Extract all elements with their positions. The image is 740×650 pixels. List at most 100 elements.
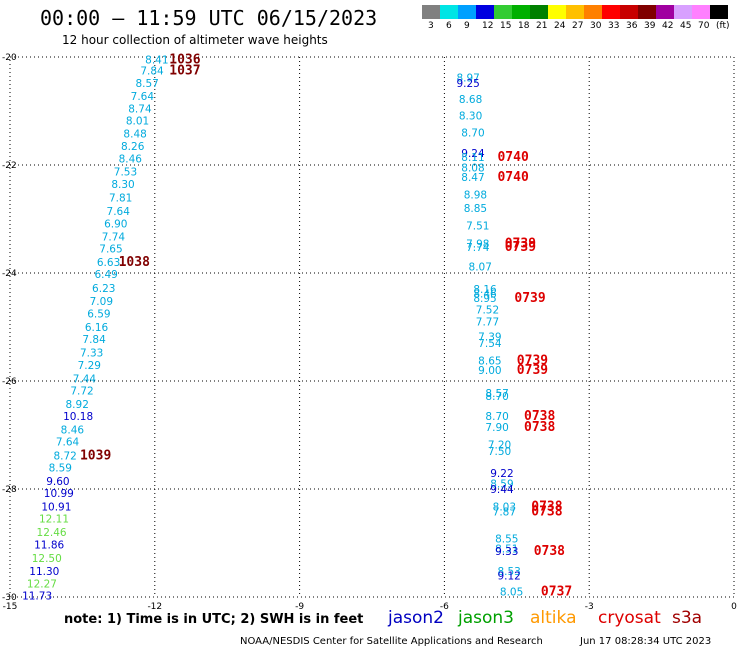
- chart-subtitle: 12 hour collection of altimeter wave hei…: [62, 33, 328, 47]
- x-tick-label: -12: [147, 602, 162, 612]
- wave-height-plot: -15 -12 -9 -6 -3 0-20-22-24-26-28-30 8.417.84…: [2, 53, 737, 612]
- color-swatch: [656, 5, 674, 19]
- y-tick-label: -24: [2, 269, 17, 279]
- wave-height-label: 8.98: [464, 190, 487, 202]
- color-scale-label: 18: [518, 21, 530, 31]
- color-swatch: [602, 5, 620, 19]
- wave-height-label: 8.72: [53, 451, 76, 463]
- wave-height-label: 8.59: [490, 479, 513, 491]
- wave-height-label: 7.53: [114, 166, 137, 178]
- color-scale-label: 36: [626, 21, 638, 31]
- y-tick-label: -26: [2, 377, 17, 387]
- time-label: 0738: [524, 420, 555, 435]
- wave-height-label: 8.55: [495, 534, 518, 546]
- legend-item-jason3: jason3: [458, 608, 514, 628]
- wave-height-label: 12.50: [32, 553, 62, 565]
- color-swatch: [674, 5, 692, 19]
- wave-height-label: 8.01: [126, 116, 149, 128]
- wave-height-label: 7.74: [466, 242, 490, 254]
- axes: [9, 56, 735, 598]
- wave-height-label: 8.57: [485, 388, 508, 400]
- wave-height-label: 8.92: [66, 399, 89, 411]
- wave-height-label: 8.08: [461, 163, 484, 175]
- wave-height-label: 10.91: [41, 501, 71, 513]
- plot-frame: [9, 56, 735, 598]
- wave-height-label: 9.24: [461, 148, 485, 160]
- wave-height-label: 11.30: [29, 566, 59, 578]
- note-text: note: 1) Time is in UTC; 2) SWH is in fe…: [64, 612, 364, 627]
- wave-height-label: 7.64: [56, 436, 80, 448]
- wave-height-label: 8.30: [459, 110, 482, 122]
- wave-height-label: 11.86: [34, 540, 64, 552]
- color-scale-label: (ft): [716, 21, 730, 31]
- grid-lines: [10, 57, 734, 597]
- wave-height-label: 12.27: [27, 579, 57, 591]
- color-scale-label: 70: [698, 21, 710, 31]
- wave-height-label: 8.70: [485, 411, 508, 423]
- time-label: 0738: [524, 409, 555, 424]
- chart-title: 00:00 – 11:59 UTC 06/15/2023: [40, 6, 378, 30]
- color-swatch: [458, 5, 476, 19]
- y-tick-label: -20: [2, 53, 17, 63]
- time-label: 0739: [505, 236, 536, 251]
- wave-height-label: 10.99: [44, 488, 74, 500]
- wave-height-label: 7.81: [109, 192, 132, 204]
- wave-height-label: 8.70: [461, 128, 484, 140]
- y-tick-label: -22: [2, 161, 17, 171]
- wave-height-label: 8.46: [119, 154, 143, 166]
- color-scale-label: 27: [572, 21, 584, 31]
- color-swatch: [584, 5, 602, 19]
- time-label: 0740: [497, 150, 528, 165]
- wave-height-label: 7.77: [476, 317, 499, 329]
- time-label: 1038: [119, 255, 150, 270]
- wave-height-label: 8.51: [495, 543, 518, 555]
- wave-height-label: 9.44: [490, 484, 514, 496]
- wave-height-label: 9.60: [46, 476, 69, 488]
- wave-height-label: 7.20: [488, 440, 511, 452]
- x-tick-label: -9: [295, 602, 304, 612]
- y-tick-label: -30: [2, 593, 17, 603]
- wave-height-label: 7.39: [478, 332, 501, 344]
- color-swatch: [566, 5, 584, 19]
- wave-height-label: 8.46: [473, 289, 497, 301]
- wave-height-label: 6.23: [92, 283, 115, 295]
- time-label: 1037: [169, 64, 200, 79]
- wave-height-label: 8.05: [500, 587, 523, 599]
- time-label: 0739: [514, 291, 545, 306]
- wave-height-label: 7.72: [70, 386, 93, 398]
- color-scale-label: 6: [446, 21, 452, 31]
- x-tick-label: -6: [440, 602, 449, 612]
- time-label: 1039: [80, 449, 111, 464]
- color-swatch: [548, 5, 566, 19]
- time-label: 0739: [517, 353, 548, 368]
- wave-height-label: 9.22: [490, 468, 513, 480]
- wave-height-label: 8.53: [497, 566, 520, 578]
- time-label: 0738: [531, 505, 562, 520]
- wave-height-label: 8.11: [461, 152, 484, 164]
- color-scale-label: 3: [428, 21, 434, 31]
- wave-height-label: 6.49: [94, 269, 117, 281]
- x-tick-label: -15: [3, 602, 18, 612]
- wave-height-label: 7.09: [90, 296, 113, 308]
- tick-labels: -15 -12 -9 -6 -3 0-20-22-24-26-28-30: [2, 53, 737, 612]
- wave-height-label: 7.52: [476, 305, 499, 317]
- color-swatch: [476, 5, 494, 19]
- wave-height-label: 10.18: [63, 411, 93, 423]
- color-swatch: [638, 5, 656, 19]
- wave-height-label: 9.12: [497, 570, 520, 582]
- wave-height-label: 7.74: [102, 231, 126, 243]
- wave-height-label: 8.47: [461, 172, 484, 184]
- color-swatch: [710, 5, 728, 19]
- wave-height-label: 7.64: [131, 91, 155, 103]
- color-scale-label: 15: [500, 21, 512, 31]
- color-scale-label: 21: [536, 21, 548, 31]
- wave-height-label: 8.41: [145, 55, 168, 67]
- wave-height-label: 8.46: [61, 425, 85, 437]
- color-scale-label: 30: [590, 21, 602, 31]
- color-swatch: [620, 5, 638, 19]
- footer-credit: NOAA/NESDIS Center for Satellite Applica…: [240, 636, 543, 647]
- wave-height-label: 8.57: [135, 78, 158, 90]
- wave-height-label: 8.30: [111, 179, 134, 191]
- wave-height-label: 7.50: [488, 446, 511, 458]
- footer-timestamp: Jun 17 08:28:34 UTC 2023: [580, 636, 712, 647]
